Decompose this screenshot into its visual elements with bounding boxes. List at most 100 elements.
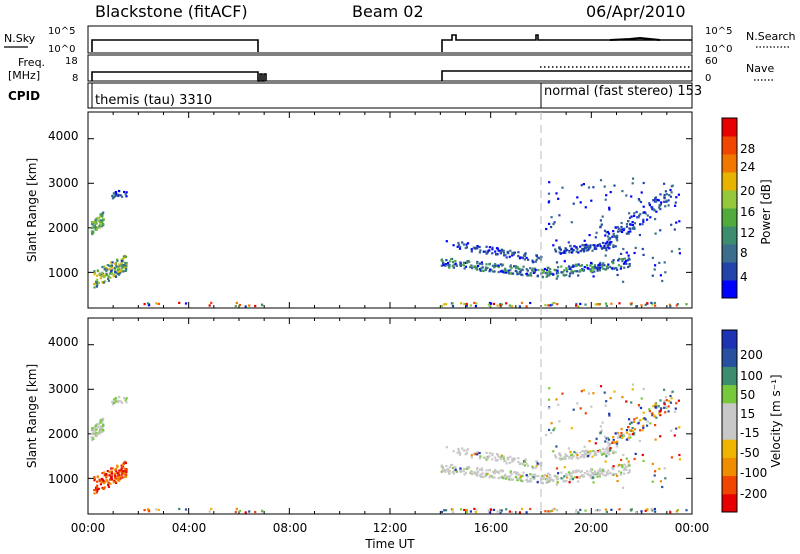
velocity-echo-cell (550, 422, 553, 425)
velocity-echo-cell (654, 438, 657, 441)
velocity-echo-cell (476, 451, 479, 454)
power-echo-cell (605, 249, 608, 252)
velocity-echo-cell (547, 398, 551, 401)
velocity-echo-cell (115, 477, 118, 480)
power-echo-cell (667, 199, 670, 202)
velocity-echo-cell (570, 453, 574, 456)
power-echo-cell (570, 251, 574, 254)
velocity-echo-cell (575, 510, 578, 513)
power-echo-cell (654, 304, 657, 307)
power-echo-cell (631, 223, 634, 227)
power-echo-cell (542, 270, 545, 273)
power-echo-cell (633, 226, 636, 229)
velocity-echo-cell (653, 507, 656, 511)
power-echo-cell (670, 191, 673, 194)
velocity-echo-cell (504, 473, 507, 476)
power-echo-cell (558, 251, 561, 254)
velocity-echo-cell (494, 456, 497, 459)
velocity-echo-cell (577, 469, 580, 472)
power-echo-cell (651, 303, 654, 306)
velocity-echo-cell (563, 466, 566, 469)
power-echo-cell (587, 186, 591, 189)
velocity-echo-cell (637, 404, 640, 407)
velocity-echo-cell (659, 399, 662, 402)
velocity-echo-cell (451, 508, 454, 511)
velocity-echo-cell (606, 446, 609, 449)
velocity-echo-cell (508, 478, 511, 481)
power-echo-cell (566, 270, 569, 273)
power-echo-cell (606, 230, 609, 234)
velocity-echo-cell (101, 472, 104, 475)
power-echo-cell (478, 251, 481, 254)
power-echo-cell (548, 181, 551, 184)
power-echo-cell (502, 249, 505, 252)
beam-label: Beam 02 (352, 2, 424, 21)
power-echo-cell (459, 263, 462, 266)
velocity-echo-cell (605, 510, 608, 513)
power-echo-cell (569, 272, 572, 275)
power-echo-cell (510, 305, 514, 308)
velocity-echo-cell (459, 469, 462, 472)
power-echo-cell (496, 253, 499, 256)
power-echo-cell (616, 236, 619, 239)
velocity-echo-cell (620, 427, 623, 431)
velocity-echo-cell (601, 453, 604, 456)
power-echo-cell (627, 219, 630, 223)
power-echo-cell (607, 246, 610, 249)
velocity-echo-cell (583, 472, 586, 475)
velocity-echo-cell (625, 400, 628, 403)
power-echo-cell (517, 251, 520, 254)
velocity-echo-cell (628, 418, 631, 421)
power-echo-cell (102, 217, 105, 220)
velocity-echo-cell (670, 429, 673, 432)
velocity-echo-cell (95, 491, 98, 494)
velocity-echo-cell (100, 481, 103, 484)
velocity-echo-cell (125, 470, 128, 473)
velocity-echo-cell (555, 456, 558, 459)
velocity-colorbar-swatch (722, 384, 737, 404)
power-echo-cell (496, 247, 499, 250)
velocity-echo-cell (673, 434, 676, 437)
velocity-echo-cell (605, 437, 608, 440)
power-echo-cell (104, 267, 107, 270)
power-echo-cell (487, 303, 490, 306)
power-echo-cell (597, 264, 600, 267)
power-echo-cell (654, 197, 657, 200)
power-echo-cell (572, 202, 575, 205)
velocity-echo-cell (535, 464, 538, 467)
power-echo-cell (114, 266, 117, 269)
power-echo-cell (565, 273, 568, 276)
velocity-cb-tick-m50: -50 (740, 446, 760, 460)
velocity-echo-cell (587, 455, 590, 458)
time-tick-2400: 00:00 (675, 521, 710, 535)
power-echo-cell (504, 253, 507, 256)
velocity-echo-cell (505, 462, 508, 465)
power-echo-cell (526, 269, 529, 272)
power-echo-cell (501, 270, 504, 273)
power-echo-cell (518, 267, 521, 270)
power-echo-cell (485, 252, 488, 255)
velocity-echo-cell (93, 479, 96, 482)
velocity-echo-cell (614, 432, 617, 435)
velocity-echo-cell (579, 470, 582, 474)
velocity-echo-cell (463, 473, 466, 476)
velocity-echo-cell (440, 510, 443, 514)
velocity-echo-cell (584, 412, 587, 415)
velocity-echo-cell (609, 443, 612, 446)
power-echo-cell (93, 270, 96, 273)
velocity-echo-cell (664, 477, 667, 480)
power-echo-cell (651, 274, 654, 277)
power-echo-cell (541, 275, 544, 278)
velocity-echo-cell (612, 436, 615, 439)
power-echo-cell (612, 234, 615, 237)
velocity-echo-cell (505, 508, 508, 511)
power-echo-cell (509, 264, 512, 267)
velocity-echo-cell (501, 455, 504, 458)
velocity-echo-cell (583, 445, 586, 448)
velocity-echo-cell (633, 432, 636, 435)
velocity-cb-label: Velocity [m s⁻¹] (769, 374, 783, 467)
power-colorbar-swatch (722, 226, 737, 245)
velocity-echo-cell (614, 451, 617, 454)
velocity-echo-cell (521, 474, 524, 478)
power-echo-cell (667, 204, 670, 207)
